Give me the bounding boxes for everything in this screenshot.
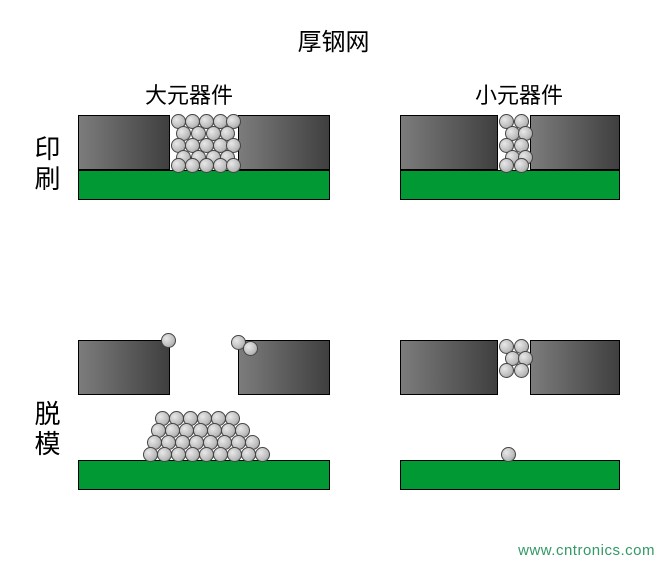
substrate <box>400 170 620 200</box>
solder-ball <box>226 158 241 173</box>
solder-ball <box>171 447 186 462</box>
solder-ball <box>199 158 214 173</box>
solder-ball <box>514 158 529 173</box>
solder-ball <box>185 158 200 173</box>
solder-ball <box>171 158 186 173</box>
row-label-release: 脱模 <box>28 400 65 460</box>
solder-ball <box>241 447 256 462</box>
substrate <box>78 460 330 490</box>
solder-ball <box>157 447 172 462</box>
solder-ball <box>227 447 242 462</box>
solder-ball <box>185 447 200 462</box>
watermark: www.cntronics.com <box>518 542 655 559</box>
solder-ball <box>213 447 228 462</box>
solder-ball <box>143 447 158 462</box>
solder-ball <box>514 363 529 378</box>
solder-ball <box>243 341 258 356</box>
stencil <box>78 340 330 395</box>
col-header-large: 大元器件 <box>145 78 233 110</box>
solder-ball <box>161 333 176 348</box>
solder-ball <box>499 158 514 173</box>
solder-ball <box>501 447 516 462</box>
col-header-small: 小元器件 <box>475 78 563 110</box>
solder-ball <box>499 363 514 378</box>
solder-ball <box>199 447 214 462</box>
substrate <box>400 460 620 490</box>
substrate <box>78 170 330 200</box>
solder-ball <box>255 447 270 462</box>
page-title: 厚钢网 <box>0 0 667 57</box>
row-label-print: 印刷 <box>28 135 65 195</box>
